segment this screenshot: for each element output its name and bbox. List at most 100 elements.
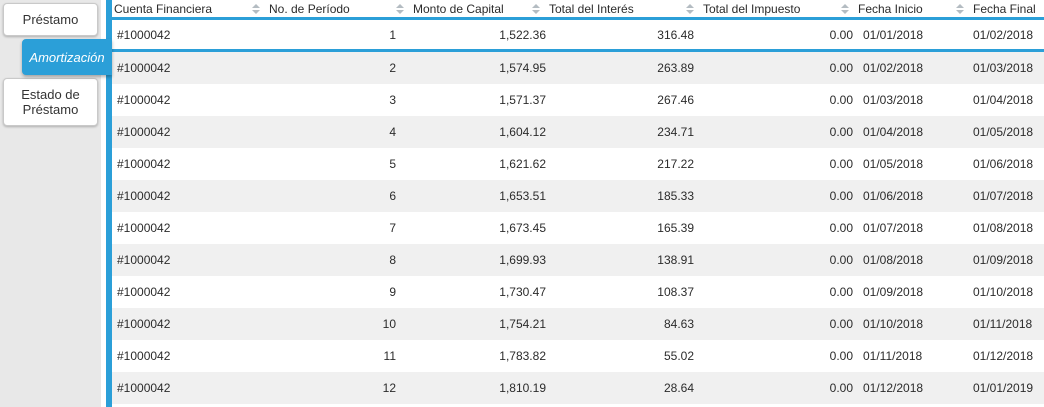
cell-total-del-impuesto: 0.00 bbox=[829, 381, 853, 395]
cell-cuenta-financiera: #1000042 bbox=[117, 317, 171, 331]
cell-fecha-final: 01/03/2018 bbox=[973, 61, 1034, 75]
cell-monto-de-capital: 1,673.45 bbox=[499, 221, 546, 235]
cell-cuenta-financiera: #1000042 bbox=[117, 221, 171, 235]
cell-fecha-final: 01/08/2018 bbox=[973, 221, 1034, 235]
cell-monto-de-capital: 1,621.62 bbox=[499, 157, 546, 171]
cell-monto-de-capital: 1,754.21 bbox=[499, 317, 546, 331]
cell-no-de-periodo: 6 bbox=[389, 189, 396, 203]
cell-total-del-interes: 55.02 bbox=[663, 349, 694, 363]
cell-no-de-periodo: 7 bbox=[389, 221, 396, 235]
column-header-fecha-final[interactable]: Fecha Final bbox=[972, 0, 1044, 17]
cell-cuenta-financiera: #1000042 bbox=[117, 27, 171, 42]
cell-no-de-periodo: 12 bbox=[382, 381, 396, 395]
sort-arrows-icon bbox=[251, 3, 260, 14]
sort-arrows-icon bbox=[840, 3, 849, 14]
cell-total-del-impuesto: 0.00 bbox=[829, 349, 853, 363]
cell-fecha-final: 01/07/2018 bbox=[973, 189, 1034, 203]
column-header-total-del-impuesto[interactable]: Total del Impuesto bbox=[702, 0, 857, 17]
table-row-3[interactable]: #1000042 3 1,571.37 267.46 0.00 01/03/2018 01/… bbox=[112, 84, 1044, 116]
cell-total-del-interes: 316.48 bbox=[657, 27, 694, 42]
cell-no-de-periodo: 4 bbox=[389, 125, 396, 139]
cell-cuenta-financiera: #1000042 bbox=[117, 349, 171, 363]
cell-no-de-periodo: 9 bbox=[389, 285, 396, 299]
tab-label: Amortización bbox=[29, 49, 105, 65]
column-header-monto-de-capital[interactable]: Monto de Capital bbox=[412, 0, 548, 17]
cell-total-del-impuesto: 0.00 bbox=[829, 125, 853, 139]
table-row-4[interactable]: #1000042 4 1,604.12 234.71 0.00 01/04/2018 01/… bbox=[112, 116, 1044, 148]
column-header-label: Fecha Inicio bbox=[858, 1, 923, 16]
cell-no-de-periodo: 1 bbox=[389, 27, 396, 42]
cell-fecha-inicio: 01/04/2018 bbox=[863, 125, 924, 139]
cell-no-de-periodo: 2 bbox=[389, 61, 396, 75]
cell-fecha-final: 01/12/2018 bbox=[973, 349, 1034, 363]
table-row-12[interactable]: #1000042 12 1,810.19 28.64 0.00 01/12/2018 01/… bbox=[112, 372, 1044, 404]
cell-total-del-impuesto: 0.00 bbox=[829, 253, 853, 267]
table-row-6[interactable]: #1000042 6 1,653.51 185.33 0.00 01/06/2018 01/… bbox=[112, 180, 1044, 212]
sort-down-arrow-icon bbox=[840, 9, 849, 14]
cell-fecha-final: 01/06/2018 bbox=[973, 157, 1034, 171]
cell-fecha-inicio: 01/11/2018 bbox=[863, 349, 923, 363]
cell-fecha-inicio: 01/06/2018 bbox=[863, 189, 924, 203]
cell-fecha-inicio: 01/08/2018 bbox=[863, 253, 924, 267]
cell-no-de-periodo: 3 bbox=[389, 93, 396, 107]
cell-fecha-inicio: 01/07/2018 bbox=[863, 221, 924, 235]
sort-down-arrow-icon bbox=[531, 9, 540, 14]
cell-fecha-final: 01/09/2018 bbox=[973, 253, 1034, 267]
column-header-label: Total del Interés bbox=[549, 1, 634, 16]
table-row-1[interactable]: #1000042 1 1,522.36 316.48 0.00 01/01/2018 01/… bbox=[112, 20, 1044, 52]
tab-estado-de-prestamo[interactable]: Estado de Préstamo bbox=[3, 78, 98, 126]
tab-prestamo[interactable]: Préstamo bbox=[3, 3, 98, 36]
cell-total-del-impuesto: 0.00 bbox=[829, 27, 853, 42]
cell-cuenta-financiera: #1000042 bbox=[117, 285, 171, 299]
sort-arrows-icon bbox=[955, 3, 964, 14]
sort-up-arrow-icon bbox=[685, 3, 694, 8]
cell-cuenta-financiera: #1000042 bbox=[117, 125, 171, 139]
cell-fecha-final: 01/02/2018 bbox=[973, 27, 1034, 42]
cell-monto-de-capital: 1,730.47 bbox=[499, 285, 546, 299]
sort-up-arrow-icon bbox=[955, 3, 964, 8]
cell-total-del-impuesto: 0.00 bbox=[829, 61, 853, 75]
cell-total-del-impuesto: 0.00 bbox=[829, 93, 853, 107]
table-row-9[interactable]: #1000042 9 1,730.47 108.37 0.00 01/09/2018 01/… bbox=[112, 276, 1044, 308]
cell-cuenta-financiera: #1000042 bbox=[117, 381, 171, 395]
cell-fecha-inicio: 01/01/2018 bbox=[863, 27, 924, 42]
cell-total-del-interes: 185.33 bbox=[657, 189, 694, 203]
sort-down-arrow-icon bbox=[955, 9, 964, 14]
column-header-fecha-inicio[interactable]: Fecha Inicio bbox=[857, 0, 972, 17]
cell-monto-de-capital: 1,653.51 bbox=[499, 189, 546, 203]
cell-total-del-interes: 267.46 bbox=[657, 93, 694, 107]
cell-fecha-final: 01/10/2018 bbox=[973, 285, 1034, 299]
cell-total-del-interes: 138.91 bbox=[657, 253, 694, 267]
table-row-8[interactable]: #1000042 8 1,699.93 138.91 0.00 01/08/2018 01/… bbox=[112, 244, 1044, 276]
cell-cuenta-financiera: #1000042 bbox=[117, 93, 171, 107]
cell-monto-de-capital: 1,810.19 bbox=[499, 381, 546, 395]
cell-total-del-interes: 263.89 bbox=[657, 61, 694, 75]
grid-body: #1000042 1 1,522.36 316.48 0.00 01/01/2018 01/… bbox=[112, 20, 1044, 404]
cell-cuenta-financiera: #1000042 bbox=[117, 61, 171, 75]
cell-fecha-inicio: 01/09/2018 bbox=[863, 285, 924, 299]
column-header-total-del-interes[interactable]: Total del Interés bbox=[548, 0, 702, 17]
cell-total-del-impuesto: 0.00 bbox=[829, 189, 853, 203]
cell-monto-de-capital: 1,699.93 bbox=[499, 253, 546, 267]
grid-header-row: Cuenta Financiera No. de Período Monto de … bbox=[112, 0, 1044, 20]
cell-total-del-impuesto: 0.00 bbox=[829, 317, 853, 331]
cell-monto-de-capital: 1,574.95 bbox=[499, 61, 546, 75]
table-row-11[interactable]: #1000042 11 1,783.82 55.02 0.00 01/11/2018 01/… bbox=[112, 340, 1044, 372]
cell-fecha-inicio: 01/10/2018 bbox=[863, 317, 924, 331]
sort-arrows-icon bbox=[685, 3, 694, 14]
column-header-label: Monto de Capital bbox=[413, 1, 504, 16]
table-row-5[interactable]: #1000042 5 1,621.62 217.22 0.00 01/05/2018 01/… bbox=[112, 148, 1044, 180]
sort-down-arrow-icon bbox=[395, 9, 404, 14]
table-row-7[interactable]: #1000042 7 1,673.45 165.39 0.00 01/07/2018 01/… bbox=[112, 212, 1044, 244]
cell-fecha-inicio: 01/05/2018 bbox=[863, 157, 924, 171]
column-header-label: Fecha Final bbox=[973, 1, 1036, 16]
tab-sidebar: Préstamo Amortización Estado de Préstamo bbox=[0, 0, 112, 407]
column-header-no-de-periodo[interactable]: No. de Período bbox=[268, 0, 412, 17]
cell-total-del-interes: 234.71 bbox=[657, 125, 694, 139]
table-row-2[interactable]: #1000042 2 1,574.95 263.89 0.00 01/02/2018 01/… bbox=[112, 52, 1044, 84]
table-row-10[interactable]: #1000042 10 1,754.21 84.63 0.00 01/10/2018 01/… bbox=[112, 308, 1044, 340]
column-header-label: Total del Impuesto bbox=[703, 1, 801, 16]
cell-cuenta-financiera: #1000042 bbox=[117, 189, 171, 203]
column-header-cuenta-financiera[interactable]: Cuenta Financiera bbox=[112, 0, 268, 17]
tab-amortizacion[interactable]: Amortización bbox=[22, 39, 112, 75]
